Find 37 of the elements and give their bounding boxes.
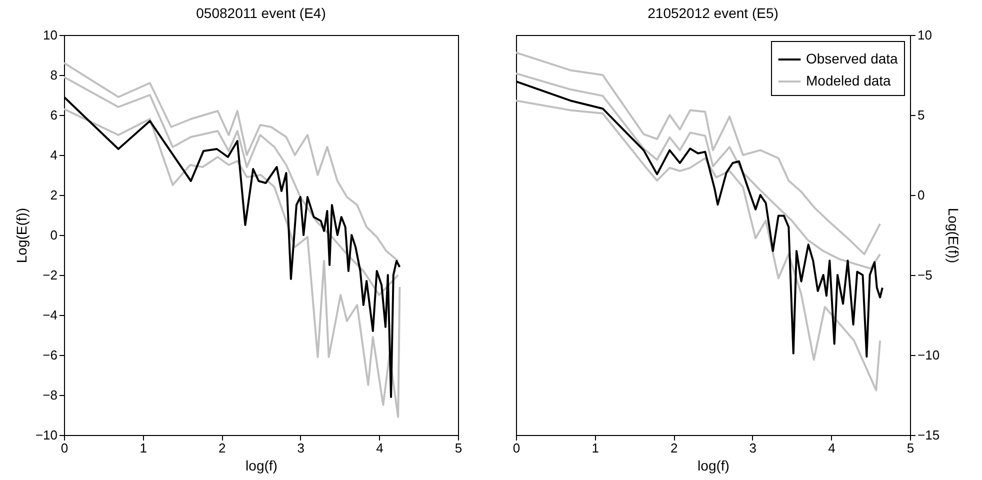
legend-label: Observed data: [806, 50, 898, 66]
x-tick-label: 5: [906, 440, 914, 456]
y-tick-label: −5: [918, 268, 932, 282]
x-tick-label: 2: [218, 440, 226, 456]
x-tick-label: 4: [376, 440, 384, 456]
y-tick-label: −10: [35, 428, 58, 442]
x-tick-label: 4: [828, 440, 836, 456]
y-tick-label: −8: [42, 388, 58, 402]
x-tick-label: 0: [60, 440, 68, 456]
y-tick-label: 0: [918, 188, 925, 202]
y-tick-label: −10: [918, 348, 940, 362]
chart-title: 21052012 event (E5): [648, 5, 778, 21]
x-tick-label: 0: [512, 440, 520, 456]
x-tick-label: 1: [140, 440, 147, 456]
x-tick-label: 2: [670, 440, 678, 456]
y-tick-label: 4: [50, 148, 58, 162]
x-tick-label: 3: [297, 440, 305, 456]
y-tick-label: 8: [50, 68, 58, 82]
y-tick-label: 5: [918, 108, 925, 122]
y-axis-title: Log(E(f)): [946, 208, 962, 264]
x-axis-title: log(f): [698, 458, 730, 474]
legend-label: Modeled data: [806, 72, 892, 88]
y-tick-label: −6: [42, 348, 58, 362]
x-tick-label: 1: [592, 440, 599, 456]
x-axis-title: log(f): [246, 458, 278, 474]
chart-title: 05082011 event (E4): [196, 5, 326, 21]
y-tick-label: −15: [918, 428, 940, 442]
y-axis-title: Log(E(f)): [13, 208, 30, 264]
y-tick-label: 0: [50, 228, 58, 242]
y-tick-label: 10: [918, 28, 932, 42]
y-tick-label: 6: [50, 108, 58, 122]
y-tick-label: −4: [42, 308, 58, 322]
y-tick-label: −2: [42, 268, 58, 282]
y-tick-label: 2: [50, 188, 58, 202]
x-tick-label: 3: [749, 440, 757, 456]
y-tick-label: 10: [43, 28, 58, 42]
x-tick-label: 5: [454, 440, 462, 456]
